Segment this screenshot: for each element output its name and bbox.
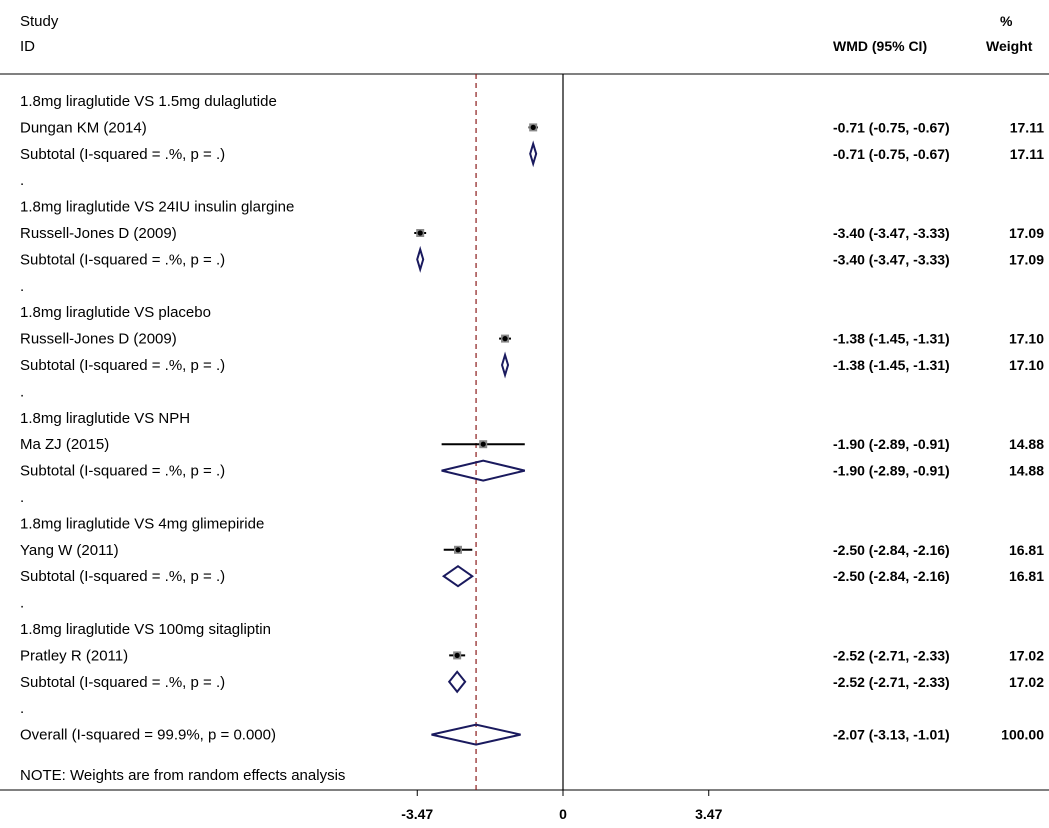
wmd-ci-value: -2.52 (-2.71, -2.33)	[833, 647, 950, 663]
wmd-ci-value: -1.90 (-2.89, -0.91)	[833, 436, 950, 452]
x-tick-label: 0	[559, 806, 567, 822]
weight-value: 14.88	[1009, 436, 1044, 452]
wmd-ci-value: -1.38 (-1.45, -1.31)	[833, 331, 950, 347]
weight-value: 16.81	[1009, 568, 1044, 584]
wmd-ci-value: -0.71 (-0.75, -0.67)	[833, 119, 950, 135]
study-label: Ma ZJ (2015)	[20, 436, 109, 453]
header-weight: Weight	[986, 38, 1033, 54]
x-axis-ticks: -3.47 0 3.47	[401, 790, 723, 822]
header-id: ID	[20, 38, 35, 55]
subtotal-label: Subtotal (I-squared = .%, p = .)	[20, 674, 225, 691]
weight-value: 17.09	[1009, 251, 1044, 267]
study-label: Russell-Jones D (2009)	[20, 225, 177, 242]
wmd-ci-value: -2.07 (-3.13, -1.01)	[833, 727, 950, 743]
note-text: NOTE: Weights are from random effects an…	[20, 767, 345, 784]
x-tick-label: 3.47	[695, 806, 722, 822]
weight-value: 16.81	[1009, 542, 1044, 558]
point-estimate	[480, 441, 486, 447]
subtotal-label: Subtotal (I-squared = .%, p = .)	[20, 251, 225, 268]
sep-label: .	[20, 489, 24, 506]
header-percent: %	[1000, 13, 1013, 29]
wmd-ci-value: -0.71 (-0.75, -0.67)	[833, 146, 950, 162]
wmd-ci-value: -2.50 (-2.84, -2.16)	[833, 568, 950, 584]
group-label: 1.8mg liraglutide VS NPH	[20, 410, 190, 427]
group-label: 1.8mg liraglutide VS 24IU insulin glargi…	[20, 199, 294, 216]
point-estimate	[530, 124, 536, 130]
weight-value: 17.10	[1009, 357, 1044, 373]
header-study: Study	[20, 13, 59, 30]
subtotal-label: Subtotal (I-squared = .%, p = .)	[20, 357, 225, 374]
sep-label: .	[20, 383, 24, 400]
subtotal-diamond	[500, 351, 510, 379]
group-label: 1.8mg liraglutide VS 100mg sitagliptin	[20, 621, 271, 638]
point-estimate	[455, 547, 461, 553]
point-estimate	[502, 336, 508, 342]
weight-value: 17.11	[1010, 146, 1044, 162]
weight-value: 100.00	[1001, 727, 1044, 743]
sep-label: .	[20, 595, 24, 612]
x-tick-label: -3.47	[401, 806, 433, 822]
group-label: 1.8mg liraglutide VS 1.5mg dulaglutide	[20, 93, 277, 110]
subtotal-label: Subtotal (I-squared = .%, p = .)	[20, 568, 225, 585]
forest-rows: 1.8mg liraglutide VS 1.5mg dulaglutide Du…	[20, 93, 1044, 746]
point-estimate	[417, 230, 423, 236]
study-label: Dungan KM (2014)	[20, 119, 147, 136]
wmd-ci-value: -1.38 (-1.45, -1.31)	[833, 357, 950, 373]
point-estimate	[454, 652, 460, 659]
subtotal-diamond	[416, 245, 425, 273]
weight-value: 17.10	[1009, 331, 1044, 347]
overall-label: Overall (I-squared = 99.9%, p = 0.000)	[20, 727, 276, 744]
subtotal-diamond	[529, 140, 538, 168]
subtotal-diamond	[447, 670, 467, 694]
sep-label: .	[20, 172, 24, 189]
weight-value: 14.88	[1009, 463, 1044, 479]
weight-value: 17.09	[1009, 225, 1044, 241]
subtotal-diamond	[441, 459, 526, 482]
subtotal-label: Subtotal (I-squared = .%, p = .)	[20, 146, 225, 163]
header-wmd: WMD (95% CI)	[833, 38, 927, 54]
subtotal-label: Subtotal (I-squared = .%, p = .)	[20, 463, 225, 480]
group-label: 1.8mg liraglutide VS 4mg glimepiride	[20, 515, 264, 532]
wmd-ci-value: -2.50 (-2.84, -2.16)	[833, 542, 950, 558]
sep-label: .	[20, 278, 24, 295]
wmd-ci-value: -2.52 (-2.71, -2.33)	[833, 674, 950, 690]
study-label: Russell-Jones D (2009)	[20, 331, 177, 348]
study-label: Pratley R (2011)	[20, 647, 128, 664]
overall-diamond	[431, 723, 521, 746]
study-label: Yang W (2011)	[20, 542, 119, 559]
wmd-ci-value: -1.90 (-2.89, -0.91)	[833, 463, 950, 479]
subtotal-diamond	[441, 564, 475, 588]
weight-value: 17.11	[1010, 119, 1044, 135]
weight-value: 17.02	[1009, 674, 1044, 690]
weight-value: 17.02	[1009, 647, 1044, 663]
group-label: 1.8mg liraglutide VS placebo	[20, 304, 211, 321]
wmd-ci-value: -3.40 (-3.47, -3.33)	[833, 251, 950, 267]
sep-label: .	[20, 700, 24, 717]
wmd-ci-value: -3.40 (-3.47, -3.33)	[833, 225, 950, 241]
